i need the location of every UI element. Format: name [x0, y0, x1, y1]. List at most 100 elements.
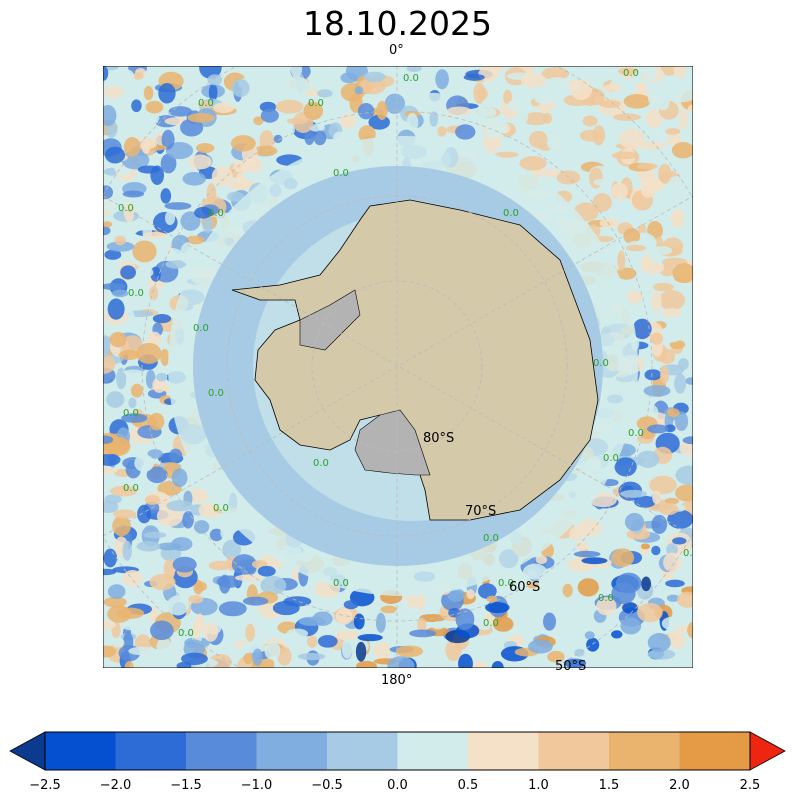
anomaly-cell — [484, 116, 508, 138]
contour-label: 0.0 — [503, 208, 519, 219]
anomaly-cell — [651, 290, 662, 312]
anomaly-cell — [675, 484, 693, 502]
anomaly-cell — [638, 224, 647, 236]
anomaly-cell — [231, 554, 257, 575]
anomaly-cell — [236, 172, 245, 184]
sea-anomaly-map: 0.0 0.0 0.0 0.0 0.0 0.0 0.0 0.0 0.0 0.0 0.0 0.0 0.0 0… — [103, 66, 693, 668]
colorbar-tick-label: −0.5 — [311, 778, 343, 793]
anomaly-cell — [623, 94, 651, 109]
anomaly-cell — [482, 96, 504, 110]
anomaly-cell — [406, 66, 422, 72]
colorbar-tick-label: 1.5 — [598, 778, 620, 793]
anomaly-cell — [136, 541, 161, 552]
contour-label: 0.0 — [333, 168, 349, 179]
anomaly-cell — [640, 543, 650, 550]
anomaly-cell — [252, 145, 278, 157]
anomaly-cell — [661, 308, 681, 318]
anomaly-cell — [649, 475, 677, 495]
anomaly-cell — [446, 106, 472, 116]
anomaly-cell — [317, 634, 338, 648]
anomaly-cell — [669, 86, 693, 103]
anomaly-cell — [109, 331, 127, 348]
anomaly-cell — [243, 652, 254, 665]
contour-label: 0.0 — [123, 483, 139, 494]
anomaly-cell — [142, 140, 151, 154]
anomaly-cell — [535, 555, 548, 565]
anomaly-cell — [647, 91, 662, 107]
anomaly-cell — [103, 354, 116, 374]
anomaly-cell — [458, 653, 473, 668]
anomaly-cell — [111, 637, 125, 648]
anomaly-cell — [546, 130, 562, 152]
anomaly-cell — [384, 93, 406, 114]
anomaly-cell — [113, 509, 137, 519]
anomaly-cell — [213, 102, 235, 113]
anomaly-cell — [245, 623, 256, 642]
anomaly-cell — [182, 510, 194, 529]
anomaly-cell — [677, 591, 693, 608]
anomaly-cell — [523, 563, 547, 580]
anomaly-cell — [123, 202, 135, 223]
anomaly-cell — [387, 656, 415, 668]
anomaly-cell — [639, 141, 663, 151]
anomaly-cell — [664, 497, 680, 505]
anomaly-cell — [164, 210, 176, 226]
anomaly-cell — [373, 642, 391, 660]
anomaly-cell — [156, 372, 168, 382]
anomaly-cell — [665, 579, 685, 588]
anomaly-cell — [335, 629, 359, 641]
anomaly-cell — [675, 465, 693, 485]
colorbar-segment — [609, 732, 680, 770]
anomaly-cell — [579, 129, 603, 142]
anomaly-cell — [477, 583, 497, 599]
anomaly-cell — [160, 153, 177, 174]
anomaly-cell — [519, 107, 529, 125]
anomaly-cell — [118, 349, 141, 360]
anomaly-cell — [380, 605, 398, 614]
contour-label: 0.0 — [593, 358, 609, 369]
anomaly-cell — [202, 216, 214, 233]
anomaly-cell — [611, 582, 636, 605]
contour-label: 0.0 — [498, 578, 514, 589]
anomaly-cell — [406, 112, 419, 132]
anomaly-cell — [540, 585, 559, 604]
parallel-label-50s: 50°S — [555, 659, 587, 674]
anomaly-cell — [123, 137, 141, 157]
anomaly-cell — [230, 135, 256, 152]
anomaly-cell — [137, 504, 152, 524]
colorbar-segment — [538, 732, 610, 770]
anomaly-cell — [137, 165, 160, 174]
anomaly-cell — [674, 411, 689, 431]
anomaly-cell — [341, 638, 353, 659]
anomaly-cell — [543, 76, 571, 98]
weddell-ice-shelf — [299, 289, 361, 351]
anomaly-cell — [104, 249, 122, 260]
anomaly-cell — [206, 182, 217, 205]
anomaly-cell — [283, 596, 312, 607]
colorbar-segment — [45, 732, 116, 770]
anomaly-cell — [658, 502, 679, 516]
anomaly-cell — [103, 337, 111, 358]
anomaly-cell — [150, 620, 174, 641]
parallel-label-80s: 80°S — [423, 431, 455, 446]
anomaly-cell — [564, 658, 587, 668]
anomaly-cell — [679, 440, 693, 456]
anomaly-cell — [584, 631, 595, 640]
anomaly-cell — [672, 263, 693, 284]
anomaly-cell — [240, 642, 269, 653]
colorbar-tick-label: −2.5 — [29, 778, 61, 793]
parallel-label-70s: 70°S — [465, 504, 497, 519]
colorbar-tick-label: 1.0 — [528, 778, 549, 793]
anomaly-cell — [586, 637, 600, 652]
anomaly-cell — [169, 448, 183, 463]
anomaly-cell — [493, 616, 514, 632]
colorbar-tick-label: −2.0 — [99, 778, 132, 793]
colorbar-under-arrow — [9, 731, 46, 771]
contour-label: 0.0 — [628, 428, 644, 439]
anomaly-cell — [156, 637, 172, 657]
anomaly-cell — [666, 594, 680, 602]
anomaly-cell — [123, 369, 144, 376]
anomaly-cell — [577, 578, 599, 597]
anomaly-cell — [625, 244, 646, 252]
anomaly-cell — [160, 248, 183, 261]
